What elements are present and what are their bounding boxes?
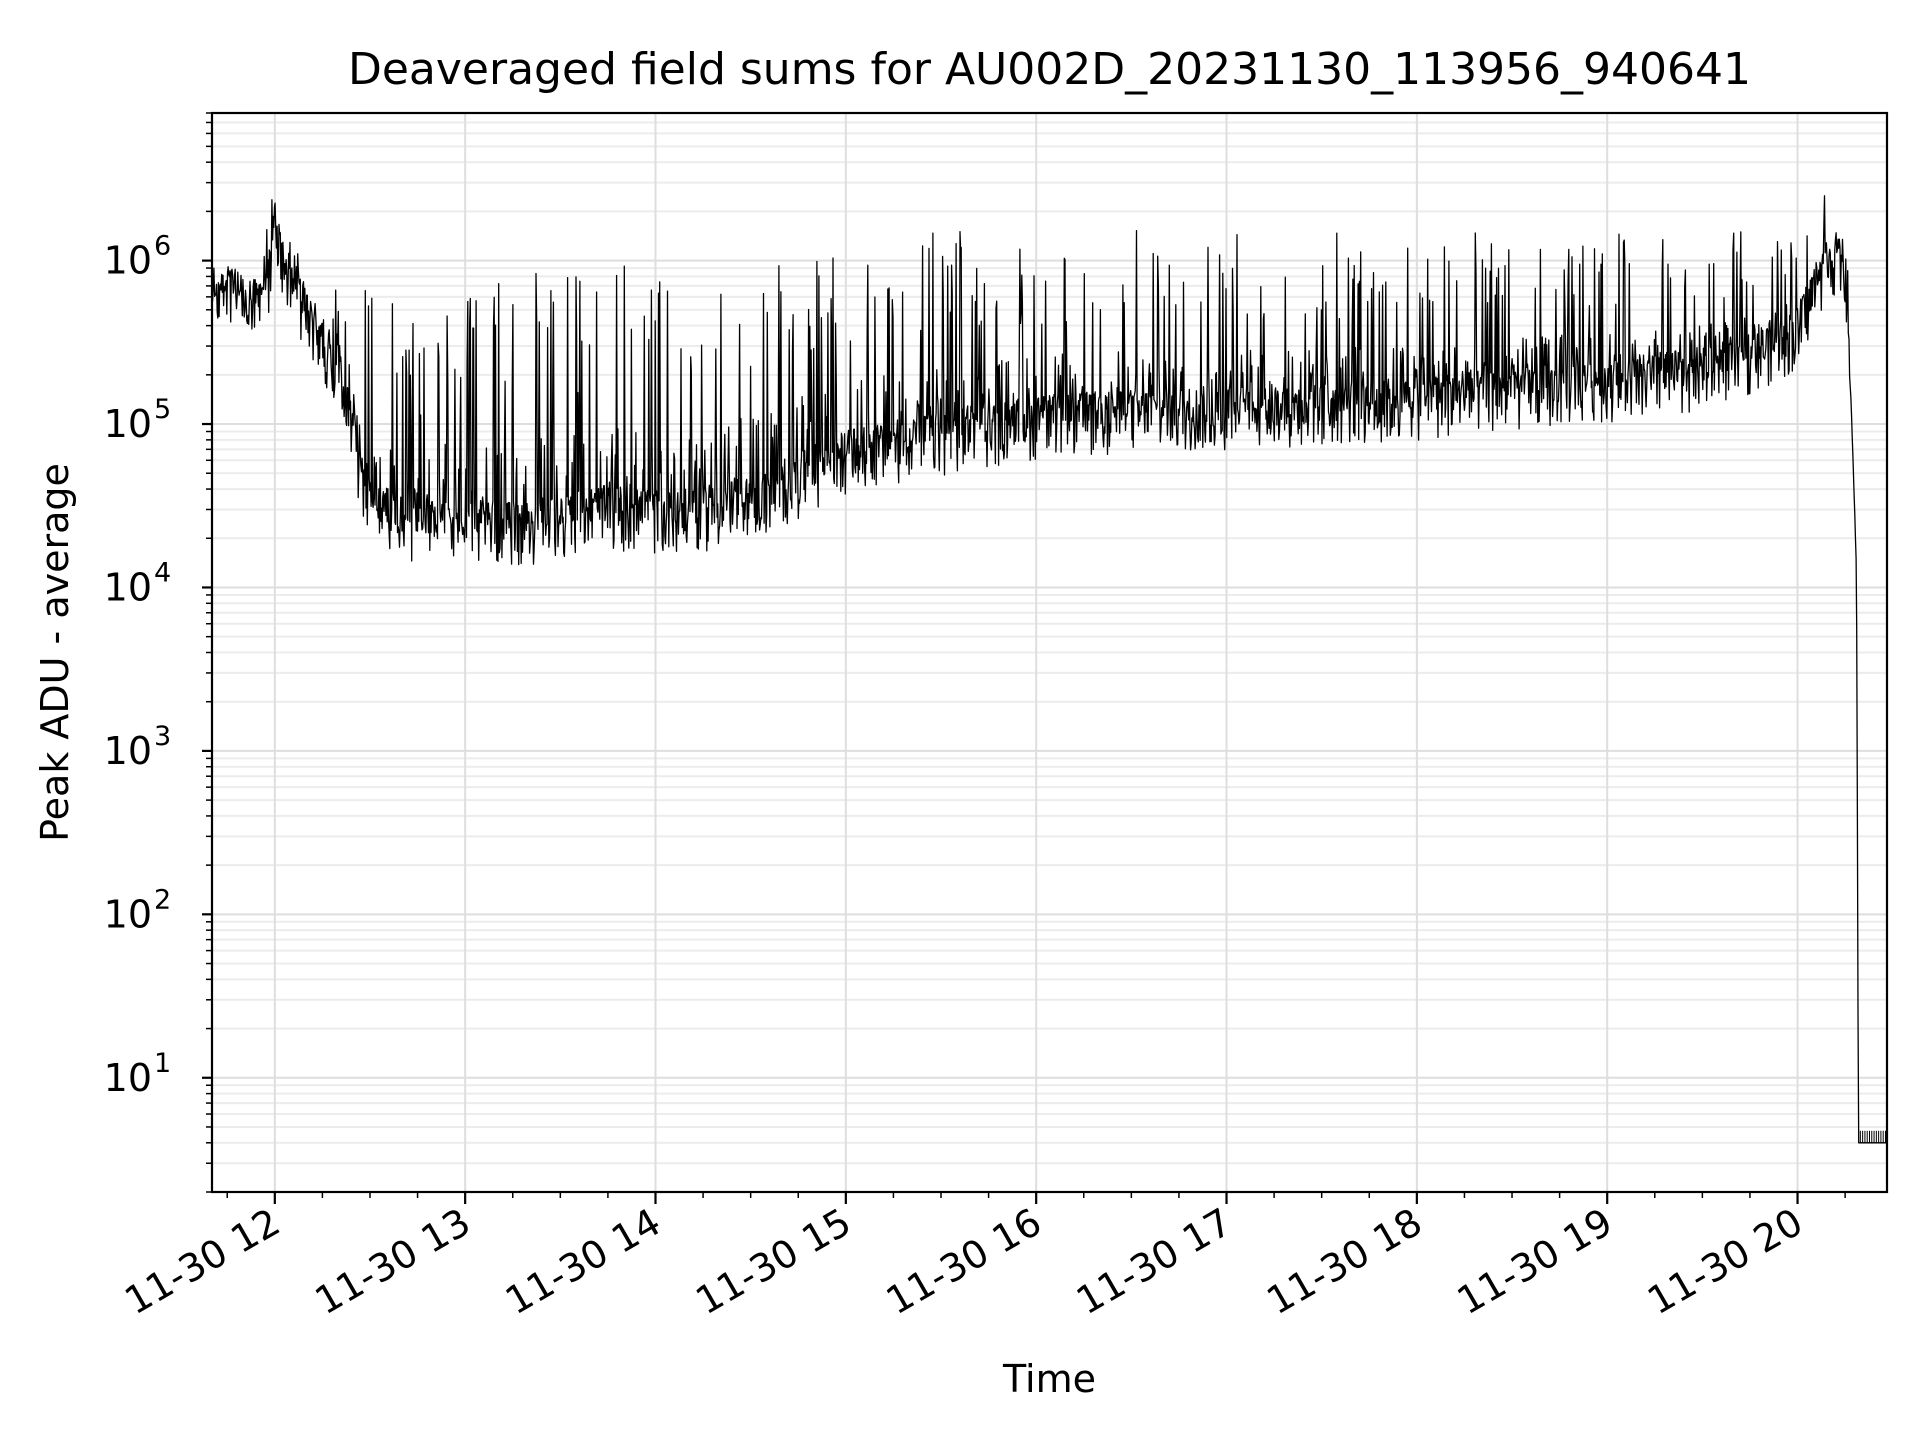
y-tick-base: 10 xyxy=(104,565,152,609)
series-line xyxy=(211,195,1888,1144)
y-tick-exponent: 1 xyxy=(154,1048,171,1079)
x-axis-label: Time xyxy=(1002,1357,1096,1401)
y-tick-label: 10 xyxy=(104,565,152,609)
y-tick-label: 10 xyxy=(104,729,152,773)
chart-title: Deaveraged field sums for AU002D_2023113… xyxy=(348,44,1751,95)
y-tick-label: 10 xyxy=(104,892,152,936)
y-tick-exponent: 3 xyxy=(154,721,171,752)
y-tick-exponent: 6 xyxy=(154,231,171,262)
y-tick-base: 10 xyxy=(104,892,152,936)
y-tick-exponent: 4 xyxy=(154,557,171,588)
y-tick-base: 10 xyxy=(104,1056,152,1100)
y-tick-label: 10 xyxy=(104,239,152,283)
y-tick-label: 10 xyxy=(104,402,152,446)
y-tick-base: 10 xyxy=(104,402,152,446)
y-axis-label: Peak ADU - average xyxy=(33,463,77,842)
y-tick-base: 10 xyxy=(104,729,152,773)
y-tick-exponent: 2 xyxy=(154,884,171,915)
y-tick-exponent: 5 xyxy=(154,394,171,425)
y-tick-label: 10 xyxy=(104,1056,152,1100)
y-tick-base: 10 xyxy=(104,239,152,283)
